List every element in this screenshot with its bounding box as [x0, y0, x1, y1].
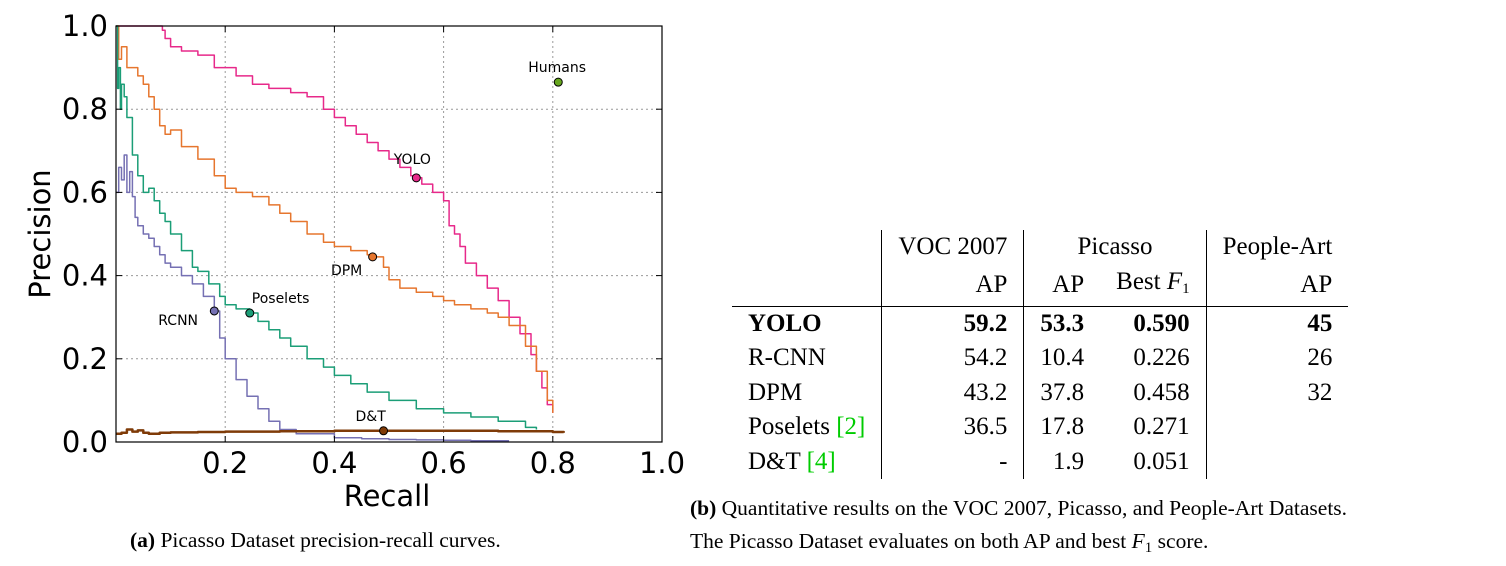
best-prefix: Best	[1116, 267, 1167, 295]
table-row: DPM 43.2 37.8 0.458 32	[732, 375, 1349, 410]
series-label-dt: D&T	[356, 409, 387, 425]
series-marker-dpm	[368, 252, 378, 262]
row-voc-ap: -	[881, 444, 1024, 479]
table-row: YOLO 59.2 53.3 0.590 45	[732, 306, 1349, 341]
row-name: R-CNN	[748, 344, 826, 372]
series-marker-rcnn	[209, 306, 219, 316]
row-voc-ap: 43.2	[881, 375, 1024, 410]
row-name: DPM	[748, 378, 803, 406]
y-tick-label: 0.0	[62, 425, 108, 459]
row-voc-ap: 36.5	[881, 410, 1024, 445]
row-name: D&T [4]	[732, 445, 882, 480]
table-row: D&T [4] - 1.9 0.051	[732, 444, 1349, 480]
header-voc: VOC 2007	[881, 230, 1024, 265]
header-picasso-ap: AP	[1023, 264, 1101, 307]
y-tick-label: 1.0	[62, 9, 108, 43]
series-label-rcnn: RCNN	[158, 313, 198, 329]
x-tick-label: 0.2	[202, 446, 248, 480]
row-picasso-ap: 37.8	[1023, 375, 1101, 410]
row-pa-ap: 45	[1205, 306, 1349, 341]
caption-b-line2: The Picasso Dataset evaluates on both AP…	[690, 529, 1208, 557]
header-people-art-ap: AP	[1205, 264, 1349, 307]
row-name-text: D&T	[748, 447, 807, 475]
header2-empty	[732, 264, 882, 307]
caption-a-text: Picasso Dataset precision-recall curves.	[155, 528, 501, 552]
row-picasso-ap: 10.4	[1023, 341, 1101, 376]
series-label-yolo: YOLO	[393, 152, 431, 168]
row-best-f1: 0.051	[1133, 447, 1190, 475]
caption-b-f-symbol: F	[1131, 529, 1145, 553]
y-tick-label: 0.8	[62, 92, 108, 126]
caption-b-line2-text: The Picasso Dataset evaluates on both AP…	[690, 529, 1132, 553]
table-row: Poselets [2] 36.5 17.8 0.271	[732, 410, 1349, 445]
row-pa-ap: 26	[1205, 341, 1349, 376]
best-f-symbol: F	[1166, 267, 1183, 295]
row-best-f1: 0.590	[1133, 309, 1190, 337]
series-marker-yolo	[411, 173, 421, 183]
row-voc-ap: 54.2	[881, 341, 1024, 376]
series-line-yolo	[116, 25, 554, 413]
series-line-dpm	[116, 25, 554, 413]
table-row: R-CNN 54.2 10.4 0.226 26	[732, 341, 1349, 376]
series-line-dt	[116, 428, 565, 435]
x-tick-label: 0.6	[421, 446, 467, 480]
series-label-humans: Humans	[528, 60, 586, 76]
header-picasso: Picasso	[1023, 230, 1207, 265]
caption-a-label: (a)	[130, 528, 156, 552]
row-pa-ap: 32	[1205, 375, 1349, 410]
plot-area	[116, 26, 662, 442]
row-picasso-ap: 17.8	[1023, 410, 1101, 445]
x-axis-title: Recall	[344, 479, 431, 513]
series-marker-humans	[553, 77, 563, 87]
caption-b-line1: (b) Quantitative results on the VOC 2007…	[690, 496, 1347, 521]
series-label-poselets: Poselets	[252, 291, 310, 307]
citation-link[interactable]: [4]	[806, 447, 836, 475]
caption-b-text: Quantitative results on the VOC 2007, Pi…	[716, 496, 1348, 520]
row-voc-ap: 59.2	[881, 306, 1024, 341]
row-name: YOLO	[748, 309, 822, 337]
row-best-f1: 0.226	[1133, 344, 1190, 372]
precision-recall-chart: YOLO DPM Poselets RCNN D&T Humans 0.2 0.4 0.6 0.8…	[0, 0, 700, 566]
y-tick-label: 0.4	[62, 259, 108, 293]
row-pa-ap	[1205, 410, 1349, 445]
y-tick-label: 0.6	[62, 175, 108, 209]
header-voc-ap: AP	[881, 264, 1024, 307]
row-best-f1: 0.458	[1133, 378, 1190, 406]
series-marker-dt	[379, 426, 389, 436]
x-tick-label: 1.0	[639, 446, 685, 480]
table-header-row-2: AP AP Best F1 AP	[732, 264, 1349, 307]
row-name: Poselets [2]	[732, 410, 882, 445]
caption-b-f-subscript: 1	[1144, 540, 1153, 556]
caption-a: (a) Picasso Dataset precision-recall cur…	[130, 528, 501, 553]
citation-link[interactable]: [2]	[836, 413, 866, 441]
best-f-subscript: 1	[1182, 280, 1190, 297]
caption-b-line2-end: score.	[1152, 529, 1209, 553]
axes-frame	[115, 25, 663, 443]
row-pa-ap	[1205, 444, 1349, 479]
header-people-art: People-Art	[1205, 230, 1349, 265]
series-line-poselets	[116, 25, 538, 430]
header-empty	[732, 230, 882, 265]
row-picasso-ap: 1.9	[1023, 444, 1101, 479]
series-label-dpm: DPM	[331, 263, 362, 279]
row-picasso-ap: 53.3	[1023, 306, 1101, 341]
series-marker-poselets	[245, 308, 255, 318]
series-line-rcnn	[116, 154, 510, 442]
table-header-row-1: VOC 2007 Picasso People-Art	[732, 230, 1349, 265]
x-tick-label: 0.8	[530, 446, 576, 480]
y-tick-label: 0.2	[62, 342, 108, 376]
header-best-f1: Best F1	[1100, 264, 1207, 307]
caption-b-label: (b)	[690, 496, 717, 520]
x-tick-label: 0.4	[311, 446, 357, 480]
row-name-text: Poselets	[748, 413, 837, 441]
row-best-f1: 0.271	[1133, 413, 1190, 441]
chart-svg: YOLO DPM Poselets RCNN D&T Humans 0.2 0.4 0.6 0.8…	[23, 9, 685, 513]
y-axis-title: Precision	[23, 169, 57, 298]
results-table: VOC 2007 Picasso People-Art AP AP Best F…	[732, 230, 1349, 480]
